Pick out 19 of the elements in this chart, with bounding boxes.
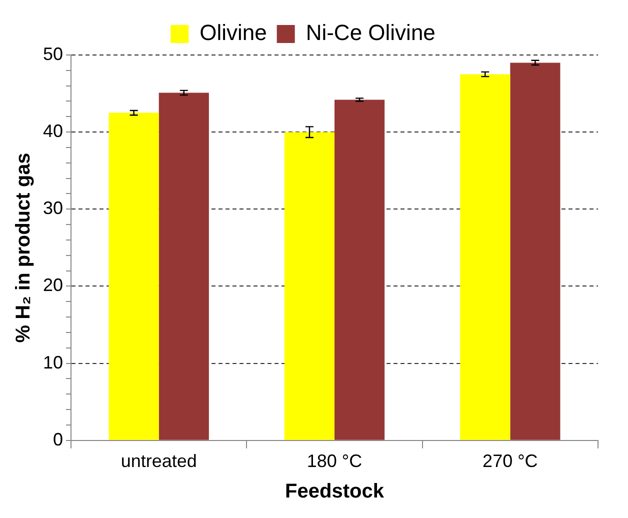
legend-label: Ni-Ce Olivine bbox=[306, 20, 436, 46]
y-tick-label: 40 bbox=[42, 121, 64, 142]
x-axis-title: Feedstock bbox=[285, 480, 385, 503]
y-tick-label: 30 bbox=[42, 198, 64, 218]
y-tick-label: 10 bbox=[42, 352, 64, 372]
bar bbox=[510, 62, 560, 440]
x-tick-label: 270 °C bbox=[482, 451, 538, 472]
bar bbox=[334, 100, 385, 440]
bar bbox=[460, 74, 510, 440]
y-axis-title: % H₂ in product gas bbox=[12, 152, 35, 343]
y-tick-label: 0 bbox=[53, 429, 64, 450]
x-tick-label: 180 °C bbox=[306, 451, 362, 472]
bar bbox=[108, 112, 159, 440]
legend-label: Olivine bbox=[200, 20, 267, 46]
x-tick-label: untreated bbox=[120, 451, 197, 472]
bar bbox=[284, 132, 335, 440]
y-tick-label: 50 bbox=[42, 44, 64, 64]
y-tick-label: 20 bbox=[42, 275, 64, 296]
bar bbox=[158, 92, 209, 440]
